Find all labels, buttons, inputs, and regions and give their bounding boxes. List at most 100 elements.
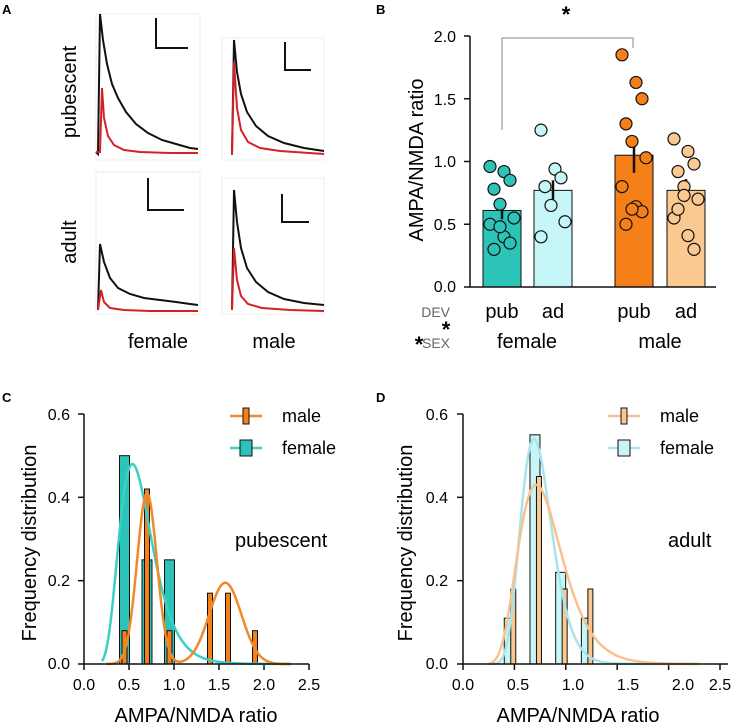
- b-points: [483, 48, 705, 256]
- d-xticks: 0.0 0.5 1.0 1.5 2.0 2.5: [452, 677, 731, 694]
- scale-bar-female-adult: [147, 178, 184, 211]
- d-tick-marks: [457, 413, 721, 670]
- d-ylabel: Frequency distribution: [395, 445, 417, 642]
- c-xtick-label: 2.0: [253, 677, 275, 694]
- b-data-point: [619, 217, 633, 231]
- d-legend-swatch-female: [617, 439, 631, 457]
- panel-a: pubescent adult female male: [59, 13, 325, 353]
- b-data-point: [671, 164, 685, 179]
- b-significance-bracket: [501, 37, 634, 130]
- c-ytick-label: 0.0: [48, 656, 70, 673]
- b-data-point: [615, 48, 629, 62]
- row-label-pubescent: pubescent: [59, 45, 81, 138]
- d-xtick-label: 0.5: [507, 677, 529, 694]
- panel-c: Frequency distribution AMPA/NMDA ratio 0…: [19, 406, 336, 727]
- c-ytick-label: 0.4: [48, 490, 70, 507]
- trace-frame-male-adult: [221, 177, 325, 315]
- b-data-point: [671, 202, 685, 216]
- trace-black-female-adult: [97, 243, 199, 311]
- b-data-point: [493, 197, 507, 211]
- b-tick-marks: [464, 35, 470, 288]
- c-xtick-label: 1.0: [163, 677, 185, 694]
- b-data-point: [667, 132, 681, 146]
- c-xtick-label: 0.5: [118, 677, 140, 694]
- c-ytick-label: 0.2: [48, 573, 70, 590]
- d-ytick-label: 0.0: [426, 656, 448, 673]
- b-ytick-label: 2.0: [434, 29, 456, 46]
- c-ytick-label: 0.6: [48, 407, 70, 424]
- b-data-point: [554, 171, 568, 185]
- trace-red-male-adult: [231, 247, 325, 312]
- b-category-label: pub: [617, 301, 650, 323]
- b-data-point: [534, 123, 548, 137]
- b-data-point: [625, 202, 639, 216]
- b-factor-label-sex: SEX: [422, 335, 451, 351]
- b-data-point: [681, 228, 695, 243]
- b-data-point: [507, 211, 521, 225]
- c-xtick-label: 0.0: [73, 677, 95, 694]
- c-xticks: 0.0 0.5 1.0 1.5 2.0 2.5: [73, 677, 320, 694]
- d-yticks: 0.0 0.2 0.4 0.6: [426, 407, 448, 673]
- panel-letter-b: B: [376, 2, 385, 17]
- b-data-point: [625, 134, 639, 149]
- d-xtick-label: 2.5: [709, 677, 731, 694]
- c-ylabel: Frequency distribution: [19, 445, 41, 642]
- trace-frame-female-pubescent: [95, 13, 201, 161]
- trace-black-female-pubescent: [95, 13, 199, 157]
- b-data-point: [687, 242, 701, 256]
- trace-red-female-pubescent: [96, 87, 198, 154]
- b-ytick-label: 0.0: [434, 279, 456, 296]
- b-data-point: [639, 151, 653, 165]
- d-legend-entry-male: [608, 407, 640, 425]
- b-data-point: [619, 117, 633, 131]
- column-label-female: female: [128, 331, 188, 353]
- b-data-point: [487, 242, 501, 256]
- d-legend: male female: [608, 406, 714, 458]
- b-ytick-label: 1.0: [434, 154, 456, 171]
- c-xlabel: AMPA/NMDA ratio: [115, 705, 278, 727]
- b-data-point: [615, 180, 629, 194]
- b-data-point: [538, 180, 552, 194]
- d-bar-male: [535, 476, 542, 665]
- panel-letter-c: C: [2, 390, 12, 405]
- b-category-label: ad: [542, 301, 564, 323]
- c-annotation: pubescent: [235, 530, 328, 552]
- b-category-label: pub: [485, 301, 518, 323]
- b-data-point: [534, 230, 548, 244]
- c-legend-entry-female: [230, 439, 262, 457]
- trace-frame-male-pubescent: [221, 37, 325, 161]
- b-data-point: [629, 75, 643, 90]
- c-legend-swatch-male: [242, 407, 250, 425]
- d-xtick-label: 1.0: [562, 677, 584, 694]
- b-factor-star-dev: *: [442, 317, 451, 342]
- panel-letter-a: A: [2, 2, 12, 17]
- d-xlabel: AMPA/NMDA ratio: [497, 705, 660, 727]
- b-ytick-label: 0.5: [434, 217, 456, 234]
- trace-red-female-adult: [97, 289, 198, 312]
- d-ytick-label: 0.4: [426, 490, 448, 507]
- b-data-point: [677, 188, 691, 202]
- trace-frame-female-adult: [95, 171, 201, 315]
- b-data-point: [687, 157, 701, 171]
- c-curve-male: [106, 491, 291, 666]
- b-data-point: [558, 215, 572, 229]
- c-curves: [100, 462, 291, 666]
- b-data-point: [503, 173, 517, 187]
- b-data-point: [483, 159, 497, 174]
- scale-bar-female-pubescent: [155, 18, 188, 49]
- b-data-point: [544, 198, 558, 213]
- b-ytick-label: 1.5: [434, 92, 456, 109]
- b-factor-star-sex: *: [415, 332, 424, 357]
- b-data-point: [503, 236, 517, 250]
- b-yticks: 0.0 0.5 1.0 1.5 2.0: [434, 29, 456, 296]
- c-legend: male female: [230, 406, 336, 458]
- b-group-label-male: male: [638, 331, 681, 353]
- d-annotation: adult: [668, 530, 712, 552]
- d-legend-label-male: male: [660, 406, 699, 426]
- panel-d: Frequency distribution AMPA/NMDA ratio 0…: [395, 406, 731, 727]
- b-ylabel: AMPA/NMDA ratio: [406, 79, 428, 242]
- b-group-label-female: female: [497, 331, 557, 353]
- scale-bar-male-pubescent: [284, 42, 311, 71]
- c-xtick-label: 2.5: [298, 677, 320, 694]
